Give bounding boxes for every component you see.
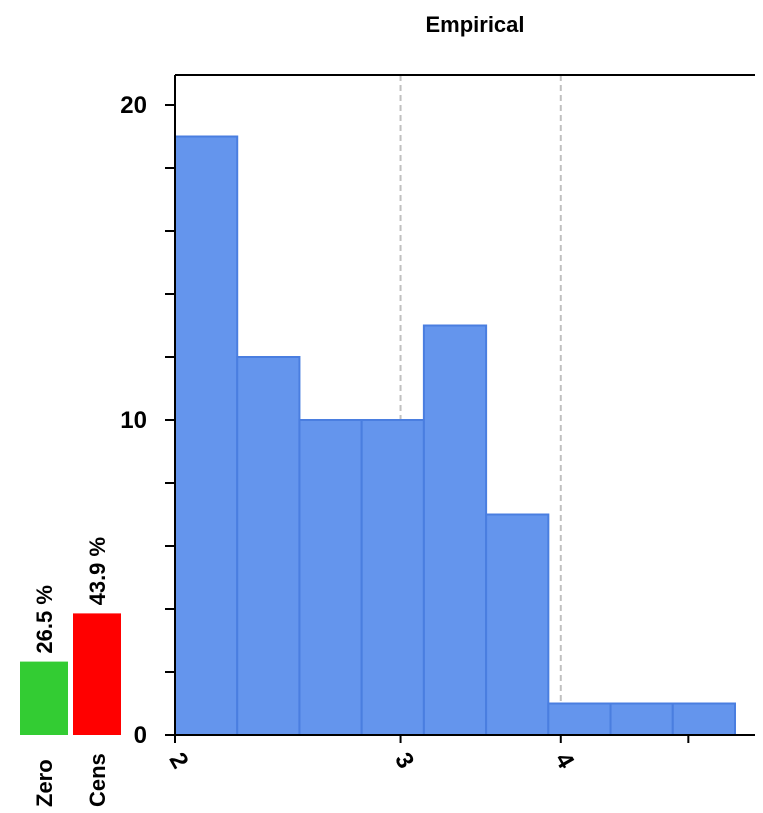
histogram-bar (174, 135, 239, 736)
x-tick-label: 3 (389, 748, 419, 773)
histogram-bar (485, 513, 550, 736)
x-tick-label: 4 (549, 748, 579, 774)
side-bar-zero (20, 661, 68, 735)
y-tick-label: 0 (134, 722, 147, 749)
chart-title: Empirical (425, 12, 524, 37)
side-bar-value-label: 26.5 % (32, 585, 57, 654)
x-tick-label: 2 (164, 748, 194, 773)
histogram-bar (236, 356, 301, 736)
histogram-bars (174, 135, 736, 736)
y-tick-label: 20 (120, 92, 147, 119)
side-bars: 26.5 % Zero 43.9 % Cens (20, 537, 121, 807)
histogram-bar (609, 702, 674, 736)
side-bar-value-label: 43.9 % (85, 537, 110, 606)
side-bar-name-label: Zero (32, 759, 57, 807)
y-tick-label: 10 (120, 407, 147, 434)
histogram-bar (547, 702, 612, 736)
histogram-bar (298, 419, 363, 736)
side-bar-cens (73, 613, 121, 735)
side-bar-name-label: Cens (85, 753, 110, 807)
histogram-bar (422, 324, 488, 736)
histogram-bar (671, 702, 736, 736)
histogram-bar (360, 419, 425, 736)
